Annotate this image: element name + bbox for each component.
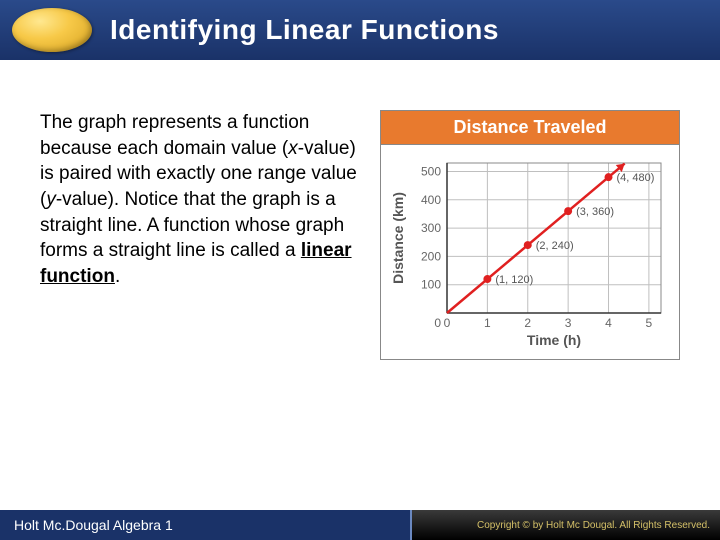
body-text-1: The graph represents a function because …	[40, 112, 309, 159]
chart-title: Distance Traveled	[380, 110, 680, 145]
chart-plot-area: (1, 120) (2, 240) (3, 360) (4, 480) 0 1 2 3 4 5 0 1…	[380, 145, 680, 360]
svg-text:Distance (km): Distance (km)	[390, 192, 406, 284]
svg-text:1: 1	[484, 316, 491, 330]
svg-text:0: 0	[444, 316, 451, 330]
slide-header: Identifying Linear Functions	[0, 0, 720, 60]
svg-text:0: 0	[434, 316, 441, 330]
svg-text:(4, 480): (4, 480)	[617, 172, 655, 184]
slide-content: The graph represents a function because …	[0, 60, 720, 360]
slide-title: Identifying Linear Functions	[110, 14, 499, 46]
svg-text:3: 3	[565, 316, 572, 330]
body-text-4: .	[115, 266, 120, 287]
svg-text:300: 300	[421, 221, 441, 235]
svg-text:4: 4	[605, 316, 612, 330]
footer-left-text: Holt Mc.Dougal Algebra 1	[0, 510, 410, 540]
svg-text:200: 200	[421, 249, 441, 263]
header-oval-icon	[12, 8, 92, 52]
svg-text:(1, 120): (1, 120)	[495, 274, 533, 286]
body-paragraph: The graph represents a function because …	[40, 110, 360, 360]
svg-text:500: 500	[421, 164, 441, 178]
chart-container: Distance Traveled (1, 120) (2, 240) (3, 36…	[380, 110, 680, 360]
body-text-3: -value). Notice that the graph is a stra…	[40, 189, 344, 261]
footer-copyright-text: Copyright © by Holt Mc Dougal. All Right…	[477, 520, 710, 531]
slide-footer: Holt Mc.Dougal Algebra 1 Copyright © by …	[0, 510, 720, 540]
svg-text:Time (h): Time (h)	[527, 332, 581, 348]
svg-text:(2, 240): (2, 240)	[536, 240, 574, 252]
svg-text:2: 2	[524, 316, 531, 330]
footer-copyright: Copyright © by Holt Mc Dougal. All Right…	[410, 510, 720, 540]
svg-text:100: 100	[421, 278, 441, 292]
body-y-italic: y	[46, 189, 56, 210]
chart-svg: (1, 120) (2, 240) (3, 360) (4, 480) 0 1 2 3 4 5 0 1…	[387, 153, 673, 353]
svg-text:5: 5	[646, 316, 653, 330]
body-x-italic: x	[288, 138, 298, 159]
svg-text:400: 400	[421, 193, 441, 207]
svg-text:(3, 360): (3, 360)	[576, 206, 614, 218]
